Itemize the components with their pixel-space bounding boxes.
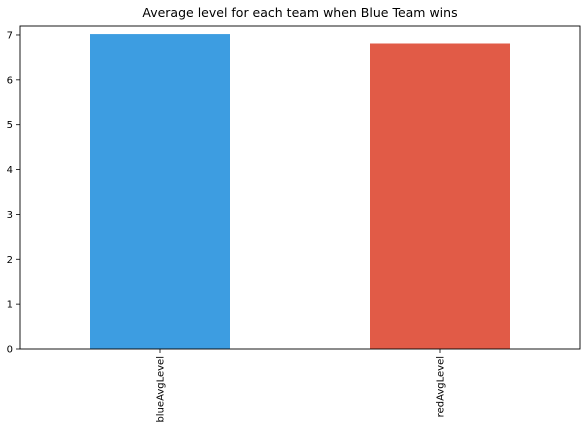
y-tick-label: 7: [7, 30, 13, 41]
y-tick-label: 4: [7, 165, 13, 176]
y-tick-label: 1: [7, 300, 13, 311]
y-tick-label: 0: [7, 345, 13, 356]
bar-redAvgLevel: [370, 43, 510, 349]
x-tick-label: blueAvgLevel: [156, 356, 167, 423]
chart-title: Average level for each team when Blue Te…: [142, 5, 457, 20]
y-tick-label: 3: [7, 210, 13, 221]
y-tick-label: 6: [7, 75, 13, 86]
y-tick-label: 5: [7, 120, 13, 131]
bar-blueAvgLevel: [90, 34, 230, 349]
axes-group: blueAvgLevel redAvgLevel 0 1 2 3 4 5 6 7: [7, 30, 447, 422]
bars-group: [90, 34, 510, 349]
x-tick-label: redAvgLevel: [436, 356, 447, 417]
y-tick-label: 2: [7, 255, 13, 266]
plot-area-frame: [19, 25, 581, 350]
